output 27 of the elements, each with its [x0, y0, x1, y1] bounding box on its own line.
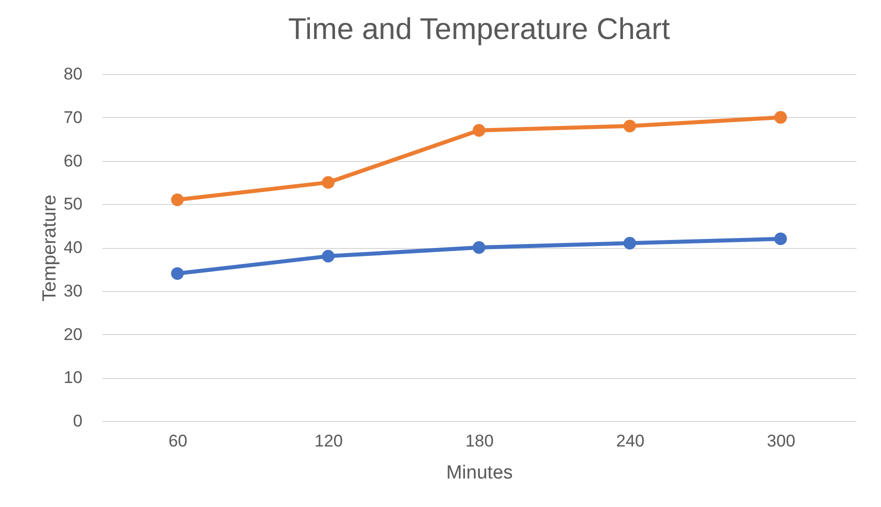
y-tick-label: 20 — [64, 324, 82, 344]
x-tick-label: 120 — [314, 432, 343, 450]
point — [322, 176, 335, 189]
x-tick-label: 240 — [616, 432, 644, 450]
point — [322, 250, 335, 262]
y-tick-label: 80 — [64, 64, 82, 84]
x-tick-label: 60 — [168, 432, 188, 450]
point — [774, 111, 787, 124]
point — [623, 120, 636, 132]
point — [623, 236, 636, 250]
chart-title: Time and Temperature Chart — [288, 13, 671, 46]
y-tick-label: 10 — [64, 368, 82, 388]
y-tick-label: 40 — [64, 238, 82, 257]
x-axis-title: Minutes — [446, 462, 513, 484]
point — [171, 267, 184, 280]
y-tick-label: 70 — [64, 108, 82, 127]
x-tick-label: 180 — [465, 432, 494, 450]
y-tick-label: 0 — [73, 412, 82, 430]
y-axis-title: Temperature — [40, 194, 61, 302]
y-tick-label: 60 — [64, 151, 82, 170]
point — [774, 232, 787, 246]
y-tick-label: 30 — [64, 281, 82, 300]
y-tick-label: 50 — [64, 194, 82, 214]
point — [472, 124, 486, 137]
point — [472, 241, 486, 254]
x-tick-label: 300 — [766, 432, 796, 450]
point — [171, 193, 184, 206]
